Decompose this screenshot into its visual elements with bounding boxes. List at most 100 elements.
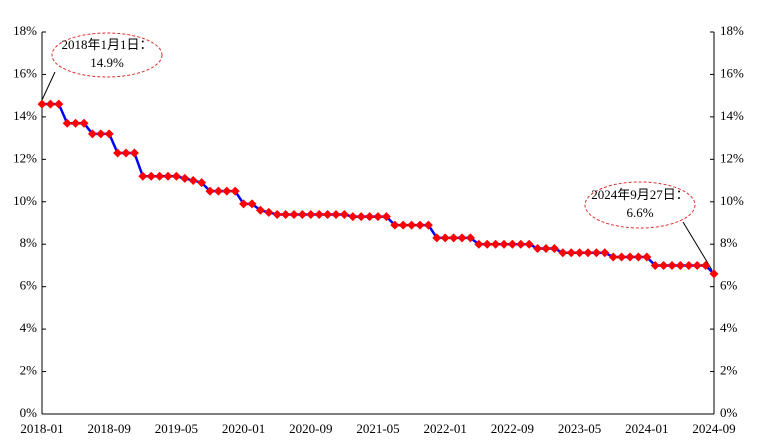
marker: [171, 171, 181, 181]
x-tick-label: 2018-01: [20, 421, 63, 436]
annotation-leader: [41, 71, 56, 101]
marker: [213, 186, 223, 196]
x-tick-label: 2019-05: [155, 421, 198, 436]
marker: [62, 118, 72, 128]
x-tick-label: 2024-09: [692, 421, 735, 436]
marker: [684, 260, 694, 270]
marker: [87, 129, 97, 139]
marker: [373, 212, 383, 222]
marker: [633, 252, 643, 262]
marker: [659, 260, 669, 270]
marker: [516, 239, 526, 249]
x-tick-label: 2022-01: [424, 421, 467, 436]
marker: [440, 233, 450, 243]
marker: [138, 171, 148, 181]
marker: [407, 220, 417, 230]
annotation-text: 6.6%: [626, 205, 653, 220]
marker: [491, 239, 501, 249]
x-tick-label: 2020-09: [289, 421, 332, 436]
marker: [314, 210, 324, 220]
x-tick-label: 2018-09: [88, 421, 131, 436]
x-tick-label: 2023-05: [558, 421, 601, 436]
marker: [675, 260, 685, 270]
marker: [583, 248, 593, 258]
y-tick-label: 0%: [20, 405, 38, 420]
y2-tick-label: 8%: [720, 235, 738, 250]
marker: [549, 243, 559, 253]
marker: [432, 233, 442, 243]
marker: [482, 239, 492, 249]
marker: [465, 233, 475, 243]
marker: [558, 248, 568, 258]
annotation-bubble: [51, 32, 163, 78]
marker: [163, 171, 173, 181]
marker: [339, 210, 349, 220]
marker: [121, 148, 131, 158]
y-tick-label: 10%: [13, 193, 37, 208]
marker: [449, 233, 459, 243]
marker: [247, 199, 257, 209]
marker: [709, 269, 719, 279]
annotation-leader: [682, 221, 713, 271]
x-tick-label: 2022-09: [491, 421, 534, 436]
marker: [381, 212, 391, 222]
x-tick-label: 2024-01: [625, 421, 668, 436]
annotation-text: 2024年9月27日：: [591, 187, 689, 202]
marker: [197, 178, 207, 188]
marker: [281, 210, 291, 220]
marker: [331, 210, 341, 220]
marker: [692, 260, 702, 270]
marker: [524, 239, 534, 249]
marker: [600, 248, 610, 258]
marker: [415, 220, 425, 230]
marker: [617, 252, 627, 262]
y2-tick-label: 0%: [720, 405, 738, 420]
marker: [188, 176, 198, 186]
marker: [239, 199, 249, 209]
marker: [289, 210, 299, 220]
marker: [45, 99, 55, 109]
marker: [180, 173, 190, 183]
marker: [608, 252, 618, 262]
y2-tick-label: 12%: [720, 150, 744, 165]
y-tick-label: 8%: [20, 235, 38, 250]
y-tick-label: 18%: [13, 23, 37, 38]
marker: [365, 212, 375, 222]
marker: [205, 186, 215, 196]
marker: [591, 248, 601, 258]
marker: [323, 210, 333, 220]
y2-tick-label: 6%: [720, 278, 738, 293]
marker: [79, 118, 89, 128]
marker: [507, 239, 517, 249]
y-tick-label: 4%: [20, 320, 38, 335]
marker: [113, 148, 123, 158]
y-tick-label: 2%: [20, 363, 38, 378]
marker: [264, 207, 274, 217]
annotation-text: 2018年1月1日：: [61, 37, 152, 52]
marker: [566, 248, 576, 258]
marker: [146, 171, 156, 181]
y-tick-label: 12%: [13, 150, 37, 165]
marker: [533, 243, 543, 253]
marker: [423, 220, 433, 230]
marker: [306, 210, 316, 220]
marker: [356, 212, 366, 222]
marker: [129, 148, 139, 158]
x-tick-label: 2021-05: [356, 421, 399, 436]
marker: [390, 220, 400, 230]
y2-tick-label: 18%: [720, 23, 744, 38]
marker: [37, 99, 47, 109]
y2-tick-label: 16%: [720, 65, 744, 80]
marker: [642, 252, 652, 262]
y-tick-label: 14%: [13, 108, 37, 123]
marker: [155, 171, 165, 181]
y2-tick-label: 14%: [720, 108, 744, 123]
marker: [650, 260, 660, 270]
annotation-bubble: [584, 181, 696, 229]
y2-tick-label: 4%: [720, 320, 738, 335]
x-tick-label: 2020-01: [222, 421, 265, 436]
marker: [398, 220, 408, 230]
marker: [297, 210, 307, 220]
marker: [575, 248, 585, 258]
